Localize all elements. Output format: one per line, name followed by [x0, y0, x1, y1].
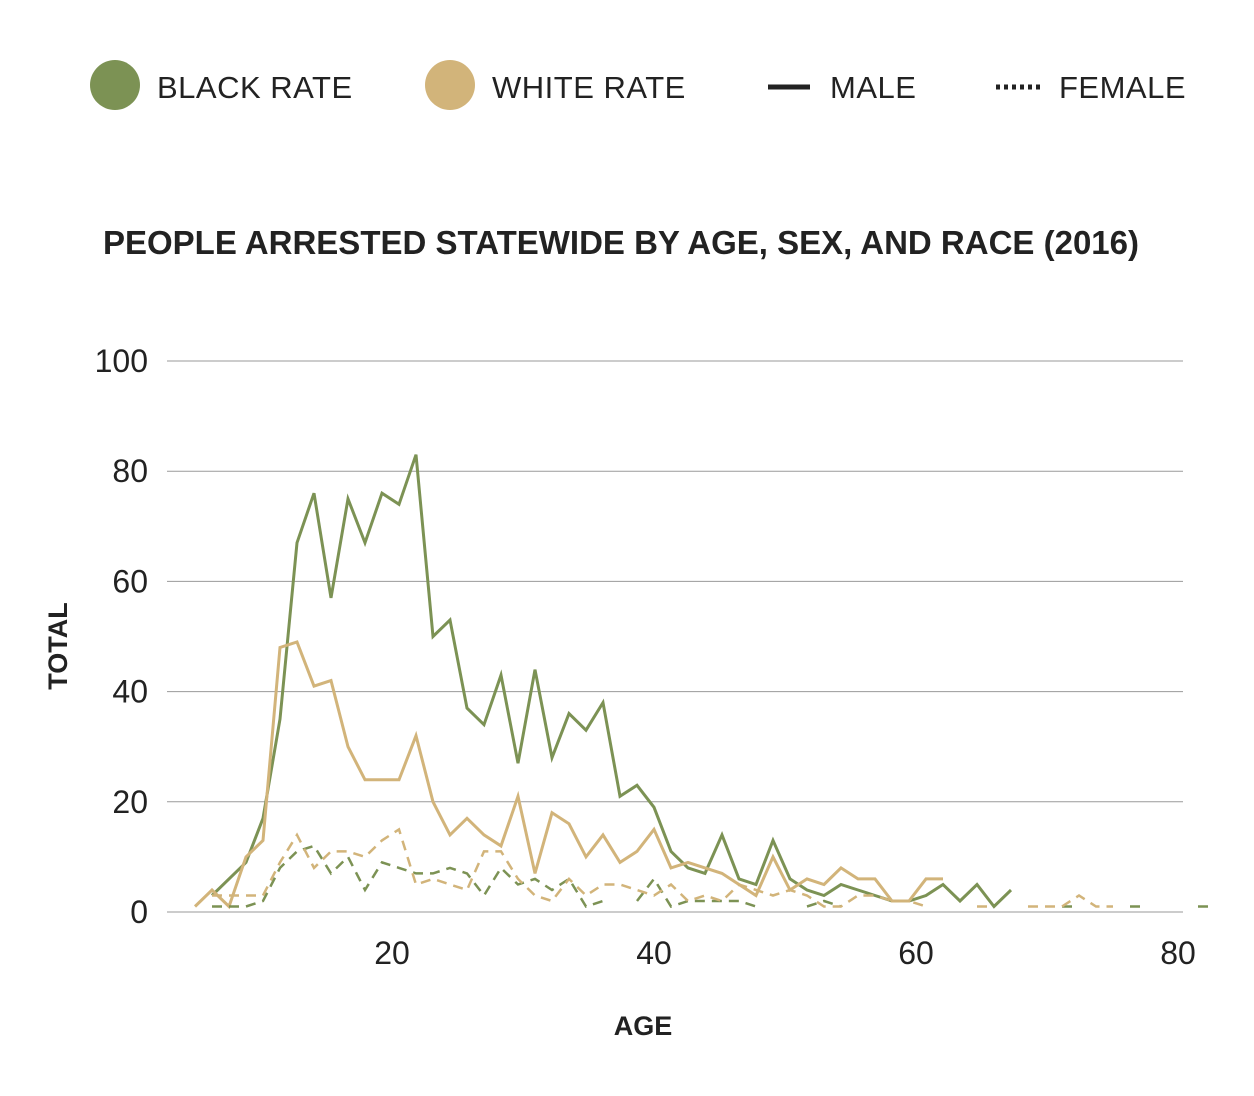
- series-line-black-male: [210, 454, 1013, 909]
- y-axis-ticks: 0 20 40 60 80 100: [95, 343, 148, 930]
- series-line-white-male: [193, 640, 943, 910]
- legend-male-label: MALE: [830, 70, 916, 105]
- x-axis-ticks: 20 40 60 80: [374, 935, 1196, 971]
- x-tick-label-80: 80: [1160, 935, 1196, 971]
- legend-white-rate-swatch: [425, 60, 475, 110]
- x-axis-label: AGE: [614, 1011, 673, 1041]
- series-line-white-female: [212, 827, 1113, 908]
- y-tick-label-40: 40: [112, 674, 148, 710]
- legend-black-rate-label: BLACK RATE: [157, 70, 353, 105]
- y-tick-label-100: 100: [95, 343, 148, 379]
- y-tick-label-0: 0: [130, 894, 148, 930]
- y-axis-label: TOTAL: [43, 602, 73, 690]
- y-tick-label-80: 80: [112, 453, 148, 489]
- x-tick-label-20: 20: [374, 935, 410, 971]
- legend: BLACK RATE WHITE RATE MALE FEMALE: [90, 60, 1186, 110]
- x-tick-label-60: 60: [898, 935, 934, 971]
- legend-female-label: FEMALE: [1059, 70, 1186, 105]
- series-lines: [193, 454, 1215, 910]
- series-line-black-female: [212, 844, 1215, 908]
- chart-title: PEOPLE ARRESTED STATEWIDE BY AGE, SEX, A…: [103, 224, 1139, 261]
- gridlines: [167, 360, 1183, 913]
- y-tick-label-60: 60: [112, 563, 148, 599]
- legend-white-rate-label: WHITE RATE: [492, 70, 686, 105]
- x-tick-label-40: 40: [636, 935, 672, 971]
- y-tick-label-20: 20: [112, 784, 148, 820]
- legend-black-rate-swatch: [90, 60, 140, 110]
